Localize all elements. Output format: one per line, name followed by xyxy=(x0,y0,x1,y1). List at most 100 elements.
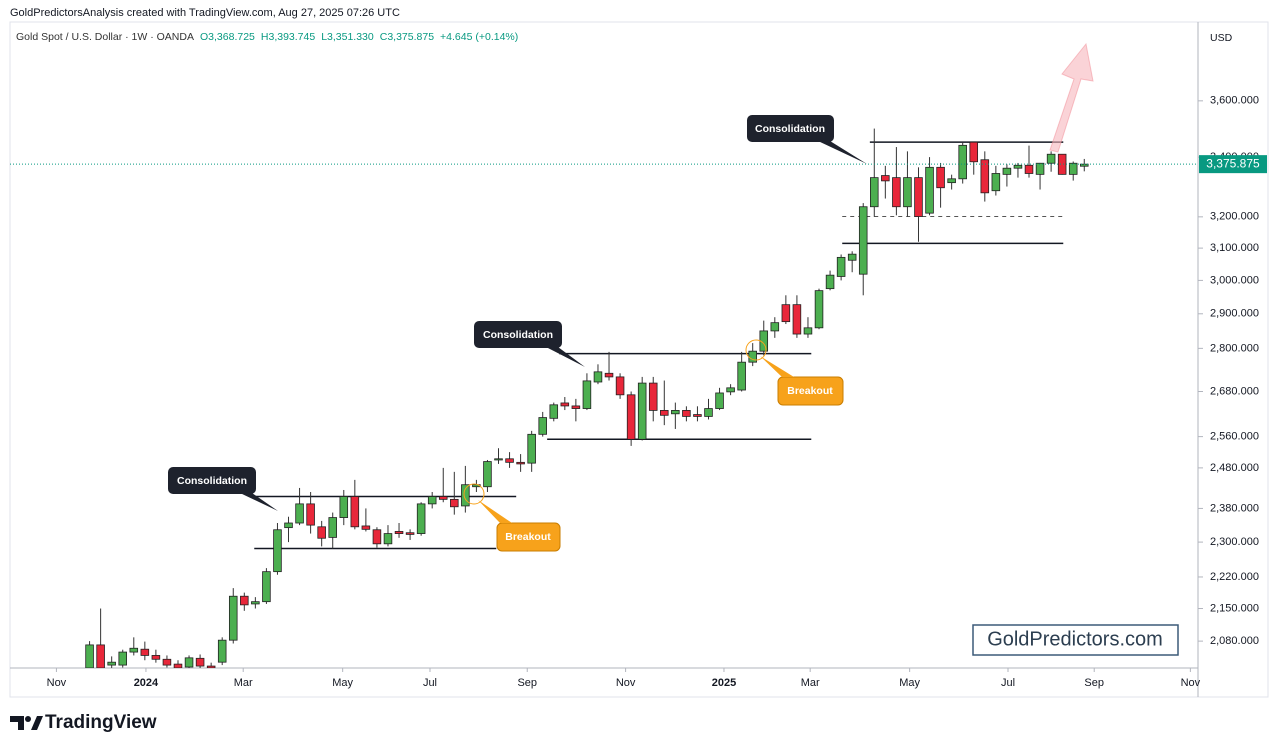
candle-body xyxy=(427,496,437,505)
y-tick-label: 2,560.000 xyxy=(1210,431,1259,443)
y-tick-label: 2,680.000 xyxy=(1210,385,1259,397)
candle-body xyxy=(85,644,94,668)
candle-body xyxy=(107,661,116,666)
candle-body xyxy=(295,503,304,524)
currency: USD xyxy=(1210,32,1233,44)
x-tick-label: Sep xyxy=(517,677,537,689)
candle-body xyxy=(637,382,647,440)
y-tick-label: 2,480.000 xyxy=(1210,462,1259,474)
candle-body xyxy=(118,651,128,666)
candle-body xyxy=(284,522,293,529)
legend-value: +4.645 (+0.14%) xyxy=(440,31,518,43)
candle-body xyxy=(361,525,371,530)
candle-body xyxy=(925,166,934,214)
legend-value: O3,368.725 xyxy=(200,31,255,43)
candle-body xyxy=(604,372,614,378)
y-tick-label: 3,200.000 xyxy=(1210,211,1259,223)
candle-body xyxy=(781,304,791,323)
y-tick-label: 2,220.000 xyxy=(1210,571,1259,583)
candle-body xyxy=(593,371,603,383)
header: GoldPredictorsAnalysis created with Trad… xyxy=(10,7,400,19)
candle-body xyxy=(328,517,337,538)
chart-title: Gold Spot / U.S. Dollar · 1W · OANDA xyxy=(16,31,194,43)
callout-text: Consolidation xyxy=(177,475,247,487)
candle-body xyxy=(162,658,172,666)
candle-body xyxy=(582,380,592,409)
candle-body xyxy=(228,595,238,641)
candle-body xyxy=(903,177,912,208)
arrow xyxy=(1049,42,1094,153)
candle-body xyxy=(803,327,813,335)
watermark-box xyxy=(972,624,1179,656)
candle-body xyxy=(516,461,525,465)
candles xyxy=(85,128,1089,668)
y-tick-label: 2,900.000 xyxy=(1210,308,1259,320)
legend-value: C3,375.875 xyxy=(380,31,434,43)
frame xyxy=(9,21,1269,698)
candle-body xyxy=(1057,153,1067,175)
legend-value: L3,351.330 xyxy=(321,31,374,43)
candle-body xyxy=(704,408,713,417)
candle-body xyxy=(538,417,547,435)
candle-body xyxy=(383,533,393,545)
candle-body xyxy=(438,496,448,500)
candle-body xyxy=(273,529,282,573)
candle-body xyxy=(936,166,945,189)
candle-body xyxy=(726,387,735,393)
y-tick-label: 2,380.000 xyxy=(1210,502,1259,514)
candle-body xyxy=(306,503,315,526)
candle-body xyxy=(792,304,802,335)
candle-body xyxy=(405,532,415,535)
candle-body xyxy=(1024,164,1034,174)
y-tick-label: 2,150.000 xyxy=(1210,602,1259,614)
candle-body xyxy=(991,173,1001,192)
candle-body xyxy=(262,571,271,603)
callout-text: Breakout xyxy=(787,385,833,397)
x-tick-label: 2025 xyxy=(712,677,736,689)
candle-body xyxy=(372,529,382,545)
candle-body xyxy=(505,458,514,463)
candle-body xyxy=(947,178,956,184)
x-tick-label: May xyxy=(332,677,353,689)
callout: Consolidation xyxy=(747,115,867,164)
y-tick-label: 2,300.000 xyxy=(1210,536,1259,548)
footer-logo: TradingView xyxy=(45,712,157,733)
callout: Consolidation xyxy=(168,467,278,511)
callout: Breakout xyxy=(745,339,844,406)
candle-body xyxy=(483,461,492,488)
candle-body xyxy=(648,382,658,411)
candle-body xyxy=(847,253,857,261)
y-tick-label: 3,600.000 xyxy=(1210,95,1259,107)
candle-body xyxy=(892,177,901,208)
candle-body xyxy=(770,322,780,332)
x-tick-label: Nov xyxy=(616,677,636,689)
last-price-box xyxy=(1199,155,1267,174)
candle-body xyxy=(737,361,746,391)
x-tick-label: Sep xyxy=(1084,677,1104,689)
candle-body xyxy=(571,405,581,409)
candle-body xyxy=(461,484,470,507)
candle-body xyxy=(96,644,105,668)
candle-body xyxy=(715,392,724,409)
candle-body xyxy=(173,663,183,668)
candle-body xyxy=(660,410,669,416)
candle-body xyxy=(1013,164,1023,169)
candle-body xyxy=(881,175,890,182)
candle-body xyxy=(958,144,967,180)
axes: 2,080.000 2,150.000 2,220.000 2,300.000 2,38… xyxy=(10,95,1267,689)
candle-body xyxy=(240,595,249,606)
candle-body xyxy=(671,410,680,415)
x-tick-label: Nov xyxy=(47,677,67,689)
candle-body xyxy=(748,350,757,363)
candle-body xyxy=(151,655,161,660)
candle-body xyxy=(450,498,459,508)
callout-text: Consolidation xyxy=(483,329,553,341)
candle-body xyxy=(858,206,868,275)
legend-value: H3,393.745 xyxy=(261,31,315,43)
candle-body xyxy=(836,256,846,277)
x-tick-label: Mar xyxy=(234,677,253,689)
candle-body xyxy=(184,657,194,668)
x-tick-label: Jul xyxy=(423,677,437,689)
y-tick-label: 2,080.000 xyxy=(1210,635,1259,647)
candle-body xyxy=(140,648,150,656)
